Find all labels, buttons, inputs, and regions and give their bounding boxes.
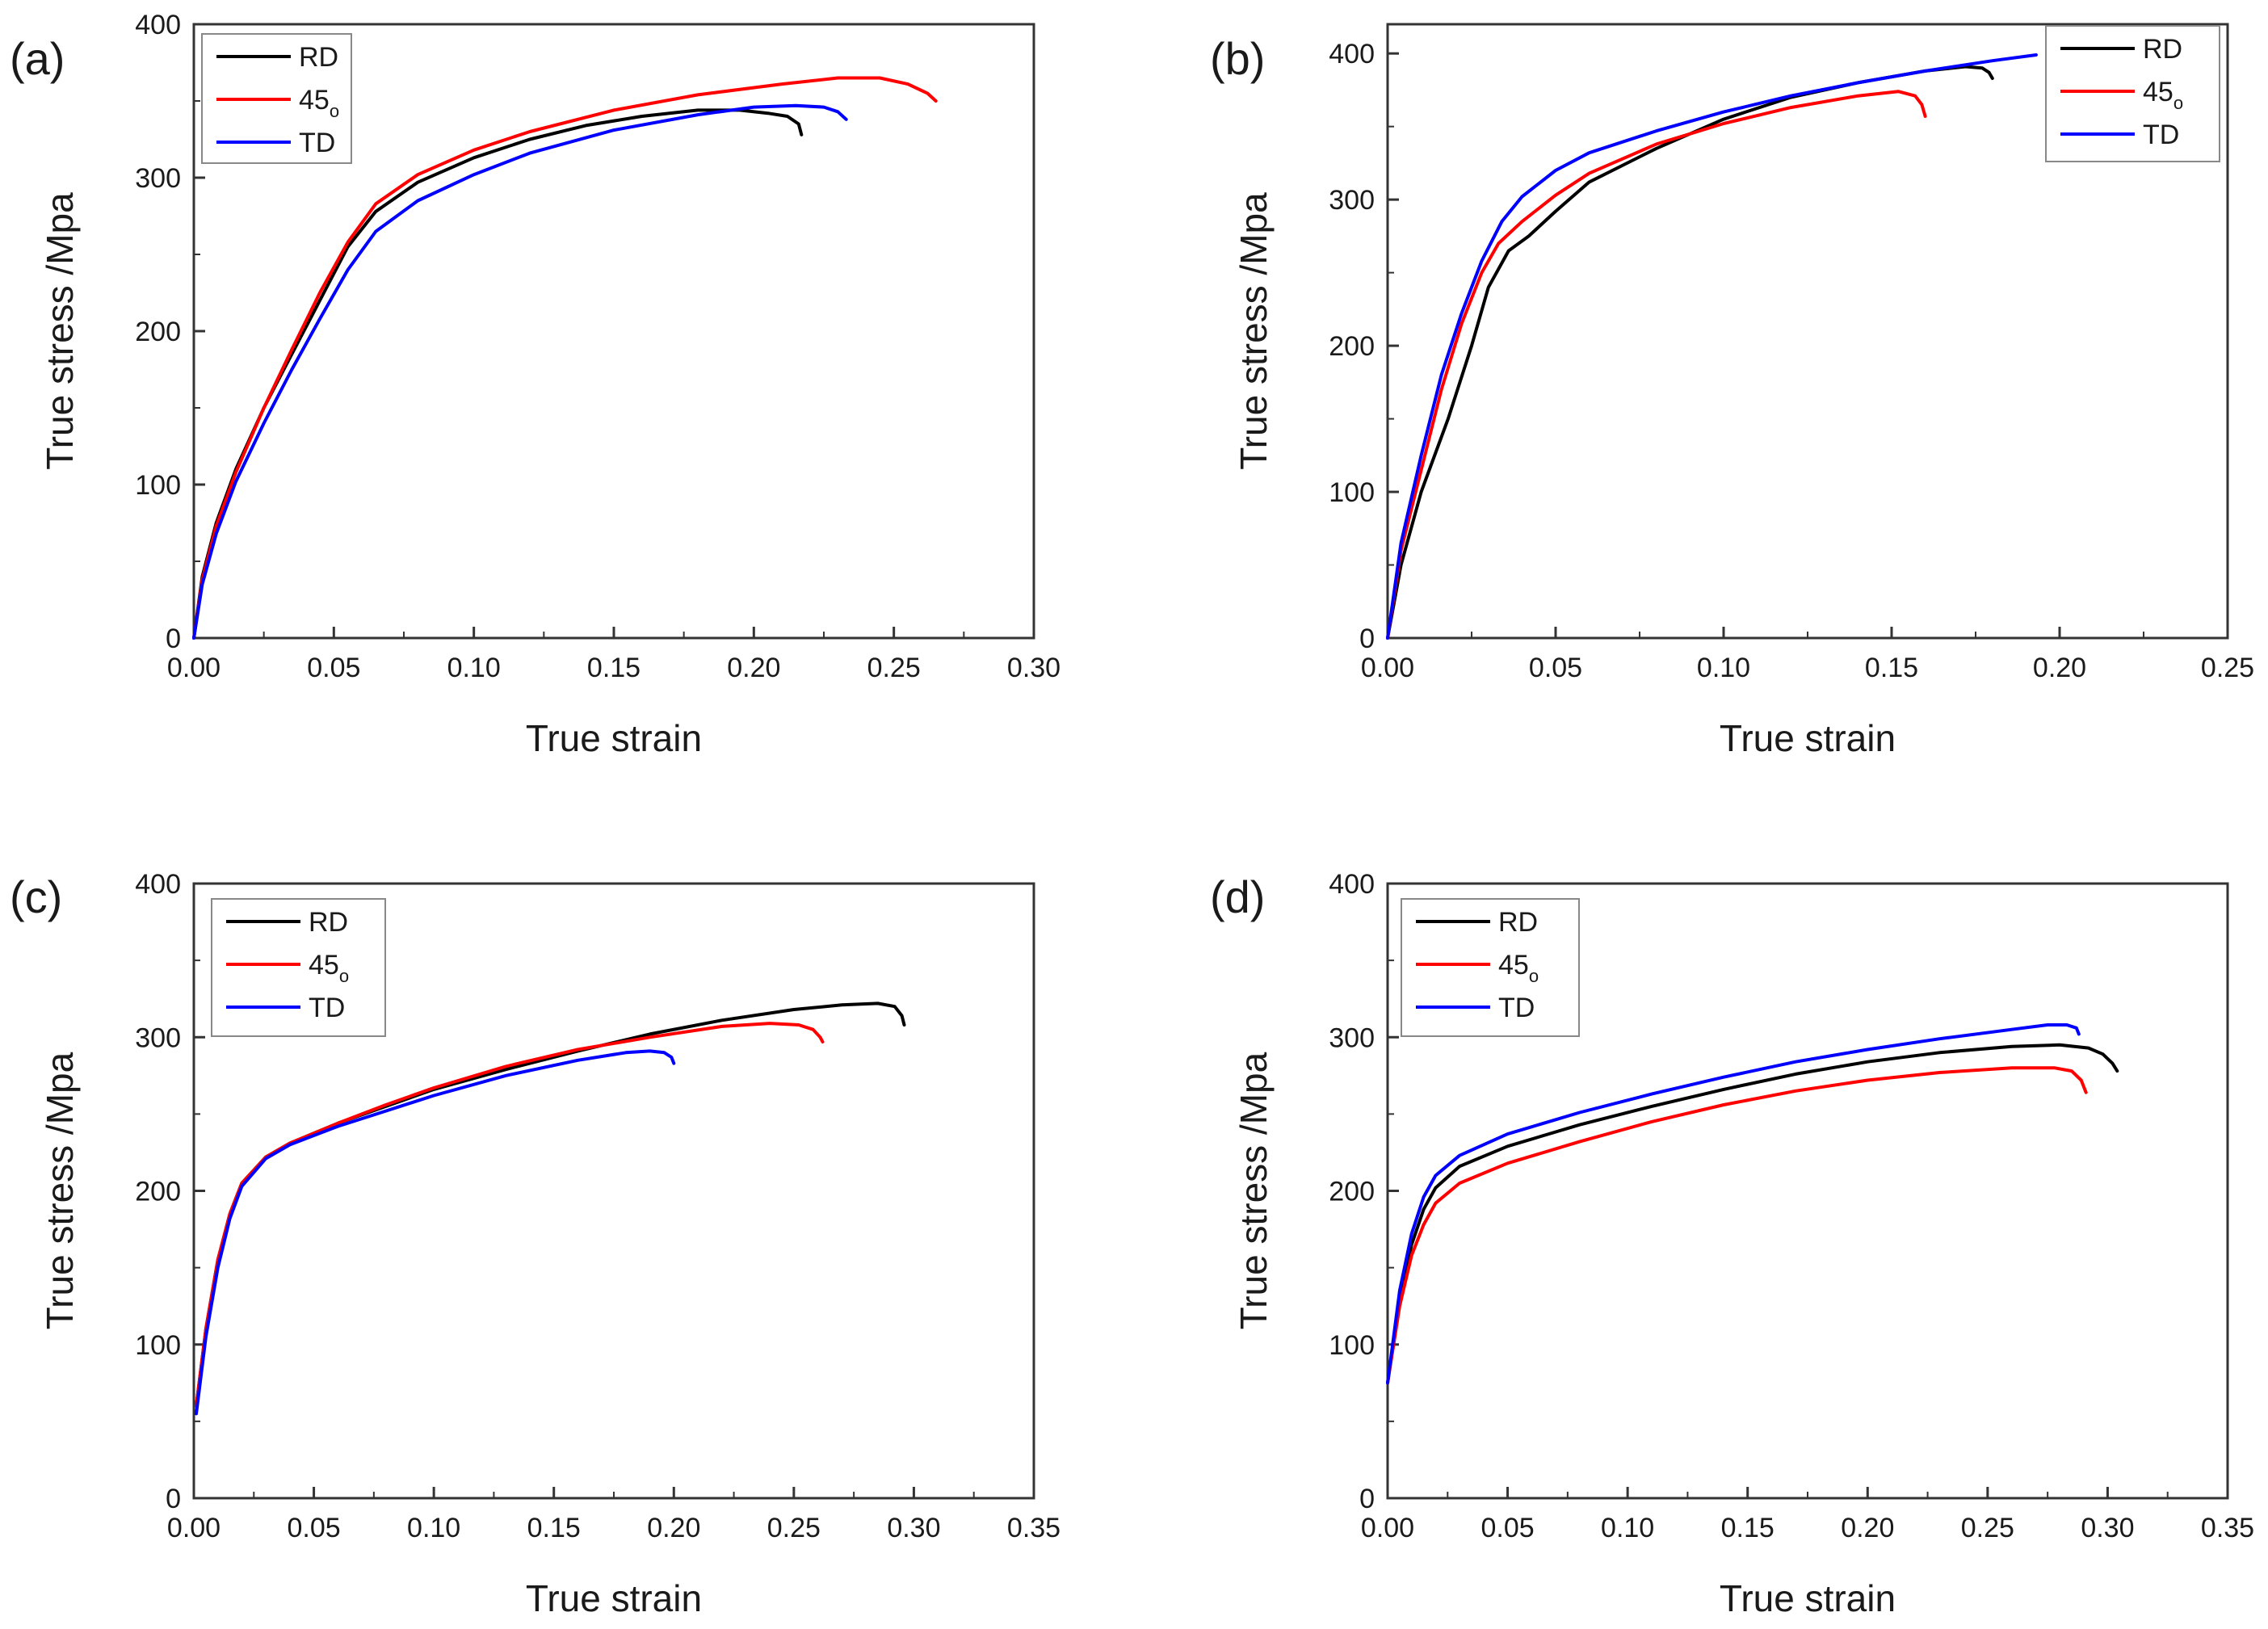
- x-tick-label: 0.25: [2201, 653, 2254, 683]
- y-axis-title: True stress /Mpa: [39, 192, 81, 470]
- y-tick-label: 300: [1329, 1022, 1375, 1053]
- x-tick-label: 0.15: [587, 653, 640, 683]
- x-tick-label: 0.25: [1961, 1513, 2014, 1543]
- y-tick-label: 100: [135, 470, 181, 501]
- y-tick-label: 200: [135, 1177, 181, 1207]
- y-axis-title: True stress /Mpa: [1233, 192, 1275, 470]
- series-line-rd: [192, 108, 804, 640]
- legend-label: RD: [299, 42, 338, 73]
- x-tick-label: 0.05: [307, 653, 360, 683]
- y-tick-label: 0: [1359, 623, 1375, 654]
- series-line-td: [1386, 1023, 2081, 1385]
- x-tick-label: 0.30: [887, 1513, 940, 1543]
- series-line-td: [192, 103, 848, 640]
- x-tick-label: 0.10: [1601, 1513, 1654, 1543]
- x-tick-label: 0.10: [407, 1513, 460, 1543]
- y-tick-label: 200: [1329, 1177, 1375, 1207]
- legend-label-subscript: o: [330, 101, 339, 121]
- x-tick-label: 0.05: [287, 1513, 340, 1543]
- y-tick-label: 100: [1329, 1330, 1375, 1361]
- series-line-45: [192, 76, 938, 640]
- x-tick-label: 0.00: [167, 1513, 220, 1543]
- legend-label: TD: [1498, 993, 1535, 1023]
- series-line-td: [195, 1049, 676, 1416]
- series-line-45: [1386, 1066, 2088, 1385]
- x-axis-title: True strain: [1720, 1577, 1896, 1619]
- chart-panel-2: (b) 0.00 0.05 0.10 0.15 0.20 0.25 0 100 200 300 400…: [1210, 23, 2254, 759]
- chart-panel-4: (d) 0.00 0.05 0.10 0.15 0.20 0.25 0.30 0.35 0 100 2…: [1210, 869, 2254, 1619]
- chart-panel-1: (a) 0.00 0.05 0.10 0.15 0.20 0.25 0.30 0 100 200 30…: [10, 10, 1060, 759]
- x-tick-label: 0.05: [1480, 1513, 1534, 1543]
- panel-label: (d): [1210, 871, 1265, 922]
- x-tick-label: 0.10: [447, 653, 501, 683]
- x-tick-label: 0.15: [527, 1513, 581, 1543]
- legend-label: RD: [309, 907, 348, 938]
- series-line-td: [1386, 53, 2038, 640]
- panel-label: (a): [10, 33, 65, 84]
- x-tick-label: 0.20: [647, 1513, 700, 1543]
- y-tick-label: 0: [166, 1484, 181, 1514]
- x-tick-label: 0.15: [1865, 653, 1918, 683]
- y-tick-label: 400: [135, 869, 181, 900]
- x-axis-title: True strain: [526, 717, 702, 759]
- x-tick-label: 0.00: [1361, 653, 1414, 683]
- series-line-45: [195, 1022, 825, 1408]
- legend-label: TD: [309, 993, 345, 1023]
- x-tick-label: 0.10: [1697, 653, 1750, 683]
- legend-label: RD: [2143, 34, 2182, 65]
- x-tick-label: 0.35: [2201, 1513, 2254, 1543]
- legend-label-subscript: o: [1529, 966, 1539, 986]
- x-tick-label: 0.35: [1007, 1513, 1060, 1543]
- x-tick-label: 0.25: [867, 653, 921, 683]
- y-tick-label: 300: [135, 163, 181, 194]
- panel-label: (b): [1210, 33, 1265, 84]
- x-tick-label: 0.15: [1721, 1513, 1774, 1543]
- legend-box: [1401, 898, 1580, 1037]
- legend-box: [2045, 25, 2220, 162]
- x-axis-title: True strain: [526, 1577, 702, 1619]
- x-tick-label: 0.20: [1841, 1513, 1894, 1543]
- x-tick-label: 0.20: [2033, 653, 2086, 683]
- y-tick-label: 300: [135, 1022, 181, 1053]
- y-axis-title: True stress /Mpa: [1233, 1052, 1275, 1329]
- x-tick-label: 0.00: [1361, 1513, 1414, 1543]
- series-line-rd: [195, 1001, 906, 1408]
- x-tick-label: 0.00: [167, 653, 220, 683]
- y-tick-label: 200: [1329, 331, 1375, 362]
- y-tick-label: 100: [135, 1330, 181, 1361]
- legend-label-subscript: o: [2174, 93, 2183, 113]
- legend-box: [211, 898, 386, 1037]
- y-tick-label: 100: [1329, 477, 1375, 508]
- y-tick-label: 400: [135, 10, 181, 40]
- legend-label: TD: [299, 128, 335, 158]
- x-tick-label: 0.20: [727, 653, 780, 683]
- x-tick-label: 0.30: [2081, 1513, 2134, 1543]
- y-tick-label: 400: [1329, 39, 1375, 69]
- y-tick-label: 0: [166, 623, 181, 654]
- y-tick-label: 400: [1329, 869, 1375, 900]
- y-axis-title: True stress /Mpa: [39, 1052, 81, 1329]
- y-tick-label: 0: [1359, 1484, 1375, 1514]
- y-tick-label: 200: [135, 317, 181, 347]
- x-axis-title: True strain: [1720, 717, 1896, 759]
- legend-label-subscript: o: [339, 966, 349, 986]
- series-line-45: [1386, 90, 1927, 640]
- legend-label: RD: [1498, 907, 1538, 938]
- x-tick-label: 0.30: [1007, 653, 1060, 683]
- series-line-rd: [1386, 65, 1994, 640]
- y-tick-label: 300: [1329, 185, 1375, 216]
- x-tick-label: 0.05: [1529, 653, 1582, 683]
- legend-label: TD: [2143, 120, 2179, 150]
- panel-label: (c): [10, 871, 62, 922]
- chart-panel-3: (c) 0.00 0.05 0.10 0.15 0.20 0.25 0.30 0.35 0 100 2…: [10, 869, 1060, 1619]
- series-line-rd: [1386, 1043, 2119, 1385]
- x-tick-label: 0.25: [767, 1513, 821, 1543]
